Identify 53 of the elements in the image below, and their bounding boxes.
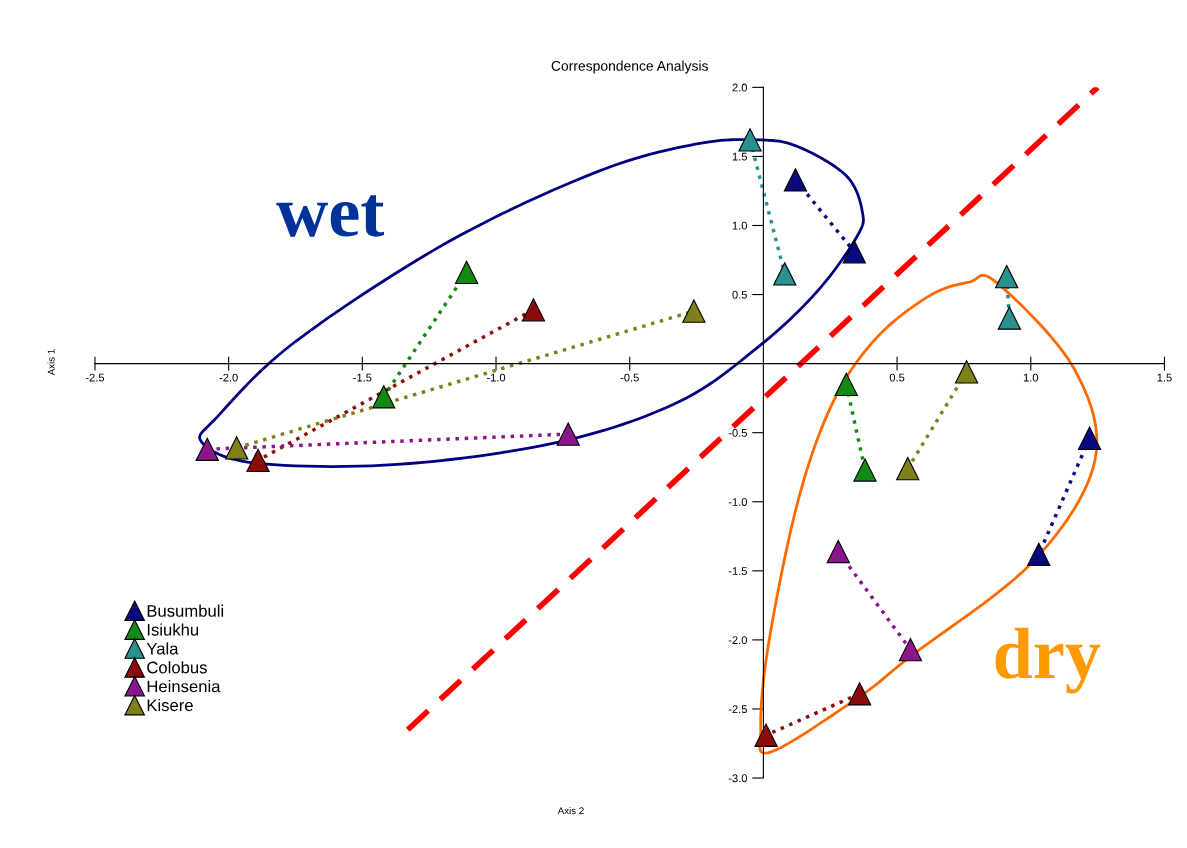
legend-label: Busumbuli <box>147 604 224 617</box>
point <box>225 436 249 460</box>
point <box>847 682 872 706</box>
y-tick-label: -1.0 <box>728 498 747 506</box>
y-axis-title: Axis 1 <box>47 349 55 376</box>
y-tick-label: -2.5 <box>728 705 747 714</box>
point <box>246 448 270 472</box>
point <box>853 458 877 482</box>
x-tick-label: -1.0 <box>486 373 506 382</box>
legend-label: Heinsenia <box>147 680 221 693</box>
legend-label: Yala <box>146 642 179 655</box>
y-tick-label: 1.0 <box>732 221 747 230</box>
point <box>954 360 979 384</box>
x-tick-label: -2.0 <box>219 373 238 382</box>
point <box>682 299 706 323</box>
point <box>995 264 1019 289</box>
point <box>826 539 850 564</box>
y-tick-label: 2.0 <box>732 83 747 92</box>
point <box>773 262 797 286</box>
chart-title: Correspondence Analysis <box>551 60 708 74</box>
y-tick-label: 1.5 <box>732 152 747 161</box>
x-tick-label: 1.0 <box>1023 373 1039 382</box>
point <box>898 637 923 662</box>
legend-label: Colobus <box>147 661 207 674</box>
annotation: wet <box>276 195 385 237</box>
point <box>1027 542 1051 566</box>
point <box>521 298 546 322</box>
point <box>195 437 219 461</box>
point <box>783 168 808 192</box>
y-tick-label: -2.0 <box>728 636 747 645</box>
point <box>454 260 479 285</box>
point <box>1077 426 1102 450</box>
y-tick-label: -3.0 <box>728 774 747 783</box>
x-tick-label: -0.5 <box>620 373 639 382</box>
point <box>754 723 778 747</box>
point <box>842 240 866 264</box>
point <box>896 456 920 481</box>
point <box>372 385 396 409</box>
x-tick-label: 0.5 <box>889 373 905 382</box>
y-tick-label: 0.5 <box>732 290 747 299</box>
annotation: dry <box>995 627 1101 694</box>
point <box>834 372 858 397</box>
x-axis-title: Axis 2 <box>557 807 584 815</box>
point <box>556 422 580 446</box>
legend-label: Kisere <box>147 698 193 712</box>
legend-label: Isiukhu <box>147 623 199 636</box>
y-tick-label: -0.5 <box>728 428 747 437</box>
x-tick-label: -1.5 <box>353 373 372 382</box>
point <box>997 306 1022 330</box>
x-tick-label: -2.5 <box>85 373 105 382</box>
x-tick-label: 1.5 <box>1157 373 1172 382</box>
point <box>738 128 762 152</box>
y-tick-label: -1.5 <box>728 567 747 575</box>
